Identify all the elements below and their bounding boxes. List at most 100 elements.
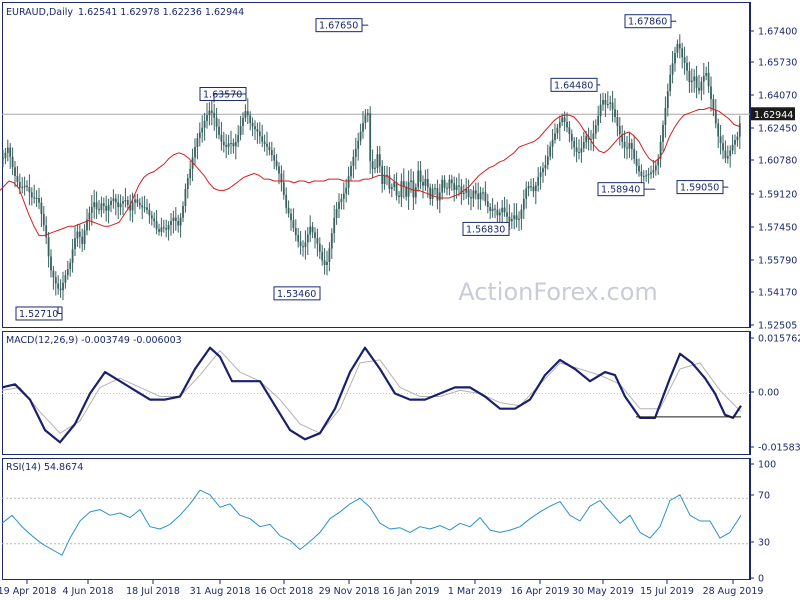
candle-body (4, 152, 7, 159)
candle-body (266, 143, 268, 147)
candle-body (386, 175, 388, 176)
candle-body (525, 188, 528, 199)
candle-body (71, 249, 74, 263)
candle-body (110, 200, 112, 205)
candle-body (28, 187, 31, 193)
candle-body (88, 212, 91, 220)
candle-body (242, 117, 244, 126)
candle-body (482, 192, 484, 194)
candle-body (458, 185, 460, 187)
candle-body (467, 189, 470, 198)
candle-body (623, 141, 626, 148)
candle-body (261, 136, 264, 142)
candle-body (201, 127, 204, 133)
candle-body (690, 80, 693, 83)
candle-body (419, 170, 422, 182)
x-tick-label: 29 Nov 2018 (319, 586, 380, 597)
candle-body (314, 232, 316, 238)
price-ytick-label: 1.54170 (758, 288, 797, 299)
candle-body (602, 100, 604, 105)
candle-body (486, 201, 489, 207)
candle-body (582, 142, 585, 149)
candle-body (263, 141, 266, 144)
candle-body (126, 200, 129, 205)
price-ytick-label: 1.64070 (758, 91, 797, 102)
candle-body (650, 172, 652, 175)
candle-body (57, 283, 60, 289)
candle-body (318, 243, 321, 252)
candle-body (621, 134, 624, 142)
candle-body (254, 126, 256, 130)
candle-body (666, 91, 669, 108)
candle-body (717, 123, 720, 137)
candle-body (726, 156, 729, 159)
price-annotation: 1.67650 (315, 18, 369, 33)
candle-body (345, 187, 348, 194)
candle-body (635, 159, 638, 166)
candle-body (496, 209, 499, 216)
candle-body (575, 147, 578, 152)
candle-body (225, 145, 228, 147)
candle-body (206, 115, 208, 121)
candle-body (422, 181, 424, 186)
candle-body (640, 171, 643, 177)
candle-body (138, 202, 141, 206)
candle-body (688, 70, 691, 83)
candle-body (719, 136, 722, 144)
candle-body (383, 175, 386, 184)
candle-body (160, 227, 163, 232)
candle-body (722, 143, 724, 151)
candle-body (189, 168, 192, 178)
candle-body (182, 206, 184, 218)
price-annotation: 1.63570 (199, 86, 247, 103)
candle-body (165, 227, 168, 230)
candle-body (611, 102, 614, 110)
candle-body (434, 188, 436, 190)
candle-body (436, 188, 439, 201)
price-annotation: 1.52710 (15, 306, 63, 321)
candle-body (378, 154, 381, 167)
candle-body (6, 147, 9, 153)
candle-body (638, 165, 640, 172)
x-tick-label: 28 Aug 2019 (703, 586, 764, 597)
candle-body (285, 194, 288, 208)
rsi-ytick-label: 100 (758, 460, 776, 471)
watermark-text: ActionForex.com (458, 278, 658, 306)
candle-body (321, 251, 324, 261)
candle-body (35, 198, 38, 199)
candle-body (258, 131, 261, 137)
candle-body (616, 117, 619, 126)
rsi-title: RSI(14) 54.8674 (6, 462, 83, 473)
price-ytick-label: 1.67400 (758, 27, 797, 38)
candle-body (167, 225, 170, 230)
candle-body (208, 110, 211, 116)
candle-body (282, 182, 285, 195)
candle-body (74, 238, 76, 250)
candle-body (280, 173, 283, 183)
macd-ytick-label: -0.015834 (758, 443, 800, 454)
candle-body (470, 197, 472, 199)
candle-body (196, 138, 199, 148)
candle-body (484, 192, 487, 202)
candle-body (304, 242, 307, 247)
candle-body (544, 164, 547, 169)
price-ytick-label: 1.65730 (758, 58, 797, 69)
candle-body (546, 156, 549, 165)
candle-body (366, 113, 369, 116)
candle-body (662, 125, 664, 142)
candle-body (618, 126, 621, 135)
price-annotation-label: 1.63570 (203, 89, 242, 100)
candle-body (681, 48, 684, 58)
price-annotation: 1.59050 (676, 180, 729, 195)
candle-body (78, 231, 81, 237)
candle-body (268, 146, 271, 150)
candle-body (76, 231, 79, 239)
candle-body (177, 221, 180, 226)
candle-body (146, 207, 148, 210)
candle-body (299, 241, 302, 247)
macd-line (1, 346, 742, 444)
price-header-ohlc: 1.62541 1.62978 1.62236 1.62944 (78, 7, 244, 18)
candle-body (33, 197, 36, 199)
candle-body (213, 112, 216, 118)
